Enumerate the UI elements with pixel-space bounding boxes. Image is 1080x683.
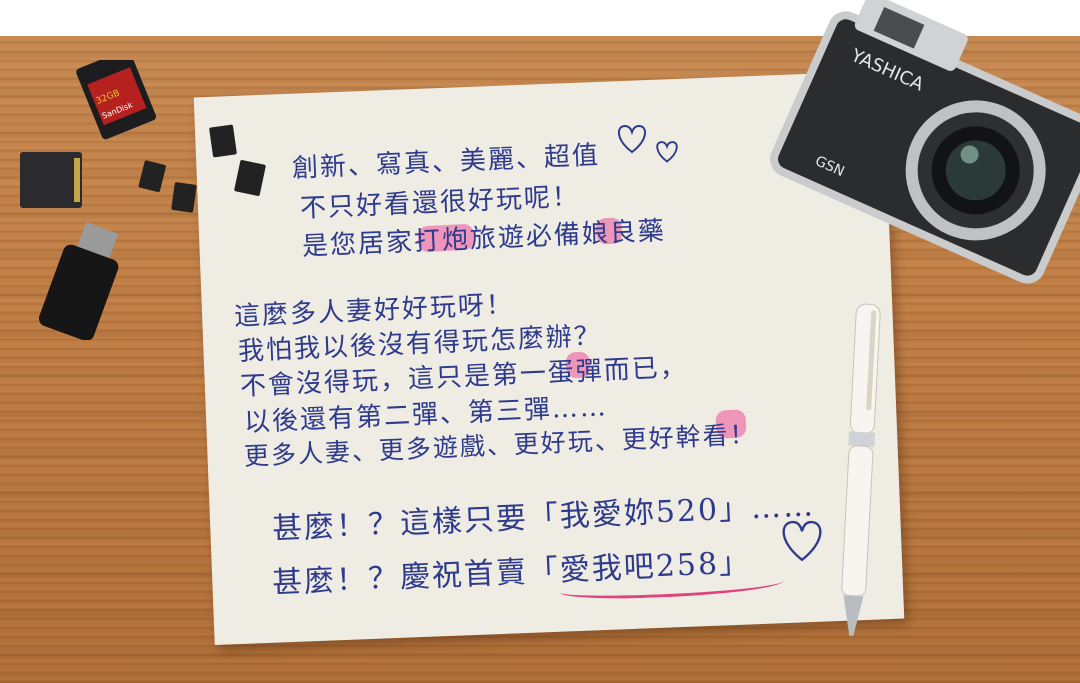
sd-card-icon: 32GB SanDisk [76, 60, 157, 140]
camera-icon: YASHICA GSN [770, 0, 1080, 284]
pen-icon [841, 303, 881, 636]
sd-adapter-icon [20, 152, 82, 208]
micro-sd-icon [234, 160, 266, 196]
heart-icon [782, 520, 822, 562]
memory-cards-group: 32GB SanDisk [20, 60, 197, 340]
heart-icon [618, 124, 646, 154]
heart-icon [656, 141, 678, 163]
usb-drive-icon [38, 222, 119, 340]
paper-micro-sd-group [209, 124, 266, 196]
micro-sd-icon [171, 182, 197, 213]
micro-sd-icon [209, 124, 237, 158]
micro-sd-icon [138, 160, 166, 193]
